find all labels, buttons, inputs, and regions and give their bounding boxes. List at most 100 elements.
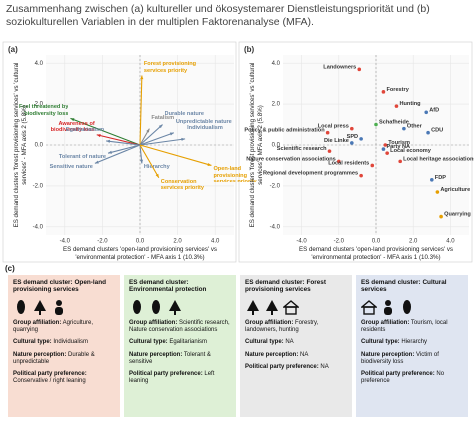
panel-frame xyxy=(238,41,473,263)
y-axis-label: ES demand clusters 'forest provisioning … xyxy=(13,62,28,228)
point xyxy=(350,141,354,145)
icon xyxy=(384,300,392,315)
field-value: Forestry, landowners, hunting xyxy=(245,320,319,334)
arrow-label: Egalitarianism xyxy=(65,126,105,133)
point-label: Nature conservation associations xyxy=(246,156,336,162)
arrow-head xyxy=(94,160,99,164)
arrow-label-box: Sensitive nature xyxy=(50,164,93,170)
point-label: Forestry xyxy=(386,87,409,93)
card-field: Cultural type: Hierarchy xyxy=(361,339,463,346)
arrow xyxy=(94,144,141,164)
point-label: Local press xyxy=(318,124,349,130)
x-tick-label: 0.0 xyxy=(372,239,381,245)
y-tick-label: 4.0 xyxy=(35,61,44,67)
card-field: Nature perception: Tolerant & sensitive xyxy=(129,352,231,366)
point-label: Policy & public administration xyxy=(244,128,325,134)
card-field: Nature perception: Durable & unpredictab… xyxy=(13,352,115,366)
plots: (a) -4.0 -2.0 0.0 2.0 4.0 -4.0 -2.0 0.0 2.0 4.0 For… xyxy=(2,41,474,263)
card-icons xyxy=(361,298,463,316)
card-field: Cultural type: Individualism xyxy=(13,339,115,346)
icon xyxy=(283,300,299,315)
arrow-head xyxy=(70,118,75,122)
point-label: FDP xyxy=(435,175,446,181)
field-label: Nature perception: xyxy=(129,351,183,358)
point xyxy=(357,67,362,72)
field-label: Cultural type: xyxy=(129,339,168,346)
x-tick-label: 2.0 xyxy=(173,239,182,245)
field-value: NA xyxy=(285,339,294,346)
card-field: Group affiliation: Agriculture, quarryin… xyxy=(13,320,115,334)
y-tick-label: -2.0 xyxy=(270,183,281,189)
card-title: ES demand cluster: Open-land provisionin… xyxy=(13,279,107,294)
field-value: Left leaning xyxy=(129,371,215,385)
field-label: Group affiliation: xyxy=(13,320,62,326)
field-label: Nature perception: xyxy=(245,351,299,358)
x-tick-label: -4.0 xyxy=(296,239,307,245)
x-tick-label: 0.0 xyxy=(136,239,145,245)
x-tick-label: 4.0 xyxy=(211,239,220,245)
field-value: Tourism, local residents xyxy=(361,320,448,334)
field-label: Political party preference: xyxy=(245,363,319,370)
field-label: Group affiliation: xyxy=(129,320,178,326)
arrow-head xyxy=(106,139,111,143)
icon xyxy=(55,300,63,315)
point xyxy=(385,151,389,155)
point xyxy=(398,159,402,164)
field-value: Conservative / right leaning xyxy=(13,378,86,385)
arrow-label: Awareness of biodiversity loss xyxy=(50,120,95,133)
field-label: Nature perception: xyxy=(361,351,415,358)
arrow-label: Forest provisioning services priority xyxy=(143,61,197,74)
point xyxy=(325,130,330,135)
point xyxy=(402,126,406,131)
field-label: Political party preference: xyxy=(361,371,435,378)
icon xyxy=(133,300,141,314)
card-field: Cultural type: Egalitarianism xyxy=(129,339,231,346)
y-tick-label: 0.0 xyxy=(35,143,44,149)
y-tick-label: 2.0 xyxy=(272,102,281,108)
panel-label: (c) xyxy=(5,264,15,273)
arrow-label-box: Individualism xyxy=(187,125,223,131)
icon xyxy=(361,300,377,315)
icon xyxy=(152,300,160,314)
panel-label: (a) xyxy=(8,45,18,54)
point-label: Die Linke xyxy=(324,138,349,144)
card-icons xyxy=(245,298,347,316)
arrow-head xyxy=(155,173,159,178)
point xyxy=(430,177,434,182)
arrow-label-box: Conservation services priority xyxy=(161,179,204,191)
arrow xyxy=(139,132,175,146)
y-tick-label: -4.0 xyxy=(33,224,44,230)
point xyxy=(370,163,375,168)
y-axis-label: ES demand clusters 'forest provisioning … xyxy=(249,62,264,228)
arrow xyxy=(96,134,141,146)
cluster-card: ES demand cluster: Cultural services Grou… xyxy=(356,275,468,417)
icon xyxy=(34,300,46,315)
point-label: Local heritage associations xyxy=(403,156,474,162)
icon xyxy=(169,300,181,315)
arrow-head xyxy=(139,159,144,164)
field-value: Durable & unpredictable xyxy=(13,351,95,365)
arrow-label-box: Hierarchy xyxy=(143,164,170,171)
field-value: Individualism xyxy=(53,339,89,346)
figure-title: Zusammenhang zwischen (a) kultureller un… xyxy=(6,3,430,28)
point-label: Other xyxy=(407,124,423,130)
point xyxy=(359,173,363,178)
y-tick-label: 4.0 xyxy=(272,61,281,67)
card-icons xyxy=(129,298,231,316)
point xyxy=(381,147,386,151)
arrow-head xyxy=(140,75,144,80)
point xyxy=(435,190,440,194)
arrow-label: Feel threatened by biodiversity loss xyxy=(19,104,69,117)
field-label: Group affiliation: xyxy=(245,320,294,326)
arrow xyxy=(139,144,160,179)
point xyxy=(327,149,332,153)
icon xyxy=(247,300,259,315)
card-field: Cultural type: NA xyxy=(245,339,347,346)
arrow xyxy=(139,138,186,146)
card-title: ES demand cluster: Cultural services xyxy=(361,279,447,294)
arrow-label-box: Feel threatened by biodiversity loss xyxy=(19,104,69,117)
point-label: Landowners xyxy=(323,64,356,70)
arrow-label-box: Awareness of biodiversity loss xyxy=(50,120,95,133)
point-label: Local economy xyxy=(390,148,432,154)
arrow-label: Hierarchy xyxy=(143,164,170,171)
